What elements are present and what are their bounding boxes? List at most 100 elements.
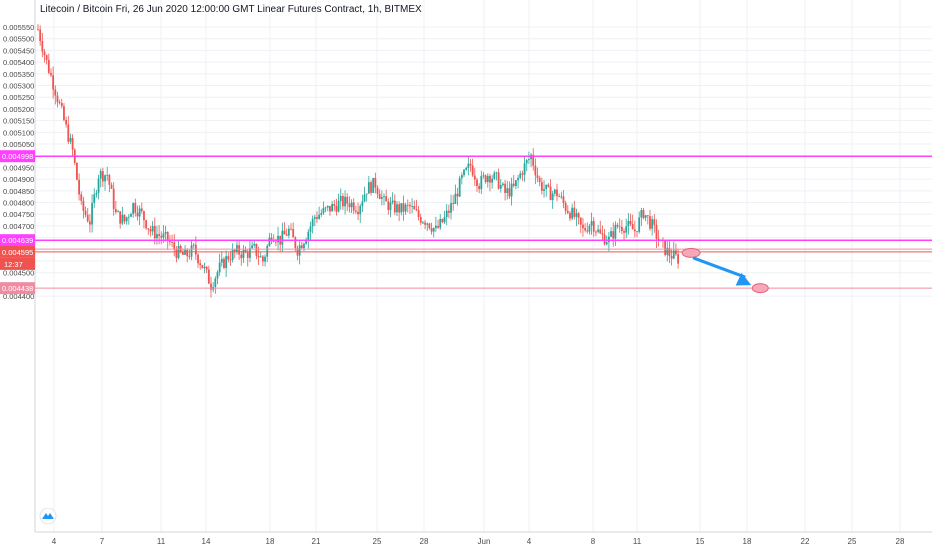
y-tick-label: 0.004500: [3, 269, 34, 278]
candle-body: [374, 177, 377, 188]
candle-body: [393, 200, 396, 213]
y-tick-label: 0.005500: [3, 35, 34, 44]
candle-body: [236, 245, 238, 252]
candle-body: [78, 179, 80, 195]
candle-body: [350, 202, 353, 208]
candle-body: [134, 203, 137, 213]
price-label-bg: [0, 150, 35, 163]
y-tick-label: 0.005300: [3, 82, 34, 91]
candle-body: [480, 175, 483, 190]
x-tick-label: 7: [100, 537, 105, 546]
candle-body: [527, 159, 530, 161]
candle-body: [93, 194, 96, 203]
candle-body: [220, 258, 223, 263]
candle-body: [218, 262, 221, 273]
candle-body: [428, 223, 431, 229]
candles: [37, 24, 679, 298]
candle-body: [437, 225, 439, 228]
candle-body: [138, 208, 141, 217]
candle-body: [52, 75, 55, 90]
candle-body: [608, 236, 610, 243]
candle-body: [123, 214, 126, 222]
candle-body: [151, 226, 154, 232]
price-label-bg: [0, 282, 35, 295]
candle-body: [262, 256, 264, 262]
candle-body: [413, 206, 416, 210]
candle-body: [50, 72, 52, 76]
candle-body: [322, 207, 325, 214]
chart-title: Litecoin / Bitcoin Fri, 26 Jun 2020 12:0…: [40, 4, 422, 15]
candle-body: [540, 182, 543, 191]
candle-body: [588, 225, 591, 232]
candle-body: [543, 188, 545, 191]
candle-body: [447, 210, 450, 213]
target-ellipse-end: [751, 283, 769, 294]
countdown-label: 12:37: [4, 260, 23, 269]
candle-body: [610, 231, 612, 237]
candle-body: [158, 234, 160, 236]
candle-body: [484, 175, 487, 183]
candle-body: [402, 203, 405, 212]
candle-body: [188, 256, 191, 257]
candle-body: [646, 215, 649, 217]
candle-body: [203, 266, 206, 269]
horizontal-lines[interactable]: [35, 155, 932, 289]
candle-body: [186, 249, 189, 257]
candle-body: [404, 204, 407, 212]
candle-body: [398, 204, 401, 213]
tradingview-logo-icon[interactable]: [38, 508, 58, 524]
x-tick-label: 14: [202, 537, 211, 546]
candle-body: [324, 207, 327, 209]
candle-body: [538, 178, 541, 183]
candle-body: [140, 208, 143, 212]
candle-body: [45, 55, 48, 60]
candle-body: [380, 196, 383, 199]
target-ellipse-start: [681, 247, 701, 258]
x-tick-label: 21: [312, 537, 321, 546]
candle-body: [147, 228, 150, 230]
price-label-bg: [0, 234, 35, 247]
candle-body: [419, 216, 422, 223]
candle-body: [259, 256, 262, 258]
candle-body: [242, 250, 245, 259]
candle-body: [495, 172, 498, 174]
candle-body: [63, 106, 65, 120]
candle-body: [101, 171, 104, 182]
candle-body: [287, 228, 290, 236]
candle-body: [119, 211, 122, 224]
candle-body: [216, 272, 219, 279]
candle-body: [458, 178, 461, 197]
candle-body: [376, 187, 379, 194]
candle-body: [67, 124, 70, 142]
candle-body: [348, 203, 351, 208]
candle-body: [316, 217, 318, 219]
candle-body: [246, 252, 249, 258]
x-tick-label: 22: [801, 537, 810, 546]
annotations[interactable]: [681, 247, 769, 294]
candle-body: [649, 216, 651, 229]
candle-body: [190, 245, 193, 257]
candle-body: [521, 173, 524, 175]
candle-body: [223, 258, 225, 269]
candle-body: [253, 243, 256, 246]
candle-body: [612, 231, 615, 239]
candle-body: [82, 200, 85, 211]
x-tick-label: 15: [696, 537, 705, 546]
candle-body: [294, 237, 297, 249]
candle-body: [303, 243, 305, 249]
candle-body: [523, 163, 526, 175]
candle-body: [69, 138, 72, 142]
candle-body: [251, 245, 253, 249]
candle-body: [227, 256, 230, 260]
candle-body: [491, 178, 494, 183]
candle-body: [530, 154, 532, 160]
candle-body: [359, 206, 362, 215]
candle-body: [460, 175, 463, 179]
candle-body: [99, 171, 102, 179]
candle-body: [320, 213, 323, 215]
candle-body: [545, 184, 548, 189]
candle-body: [255, 243, 258, 256]
arrow-head: [735, 272, 752, 286]
